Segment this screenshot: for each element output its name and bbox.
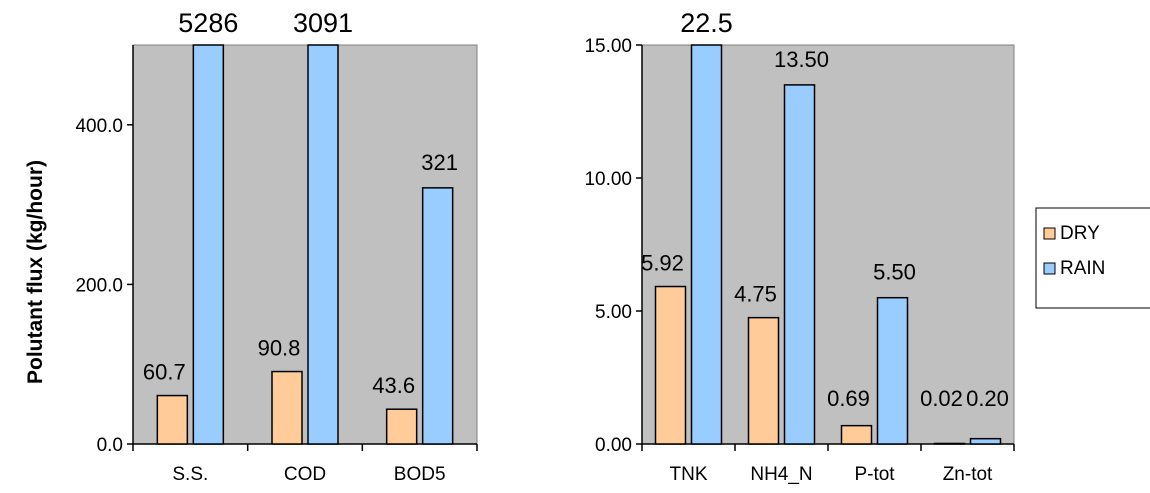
data-label: 60.7 [143,360,186,385]
x-tick-label: Zn-tot [943,464,993,485]
left-chart-panel: 0.0 200.0 400.0 S.S. 60.7 5286 COD 90.8 3091 BOD5… [75,8,478,485]
bar-dry [840,424,873,445]
data-label: 3091 [293,8,353,38]
bar-dry [747,316,780,445]
x-tick-label: TNK [670,464,708,485]
data-label: 5286 [178,8,238,38]
bar-dry [654,285,687,445]
data-label: 321 [421,150,458,175]
data-label: 90.8 [258,336,301,361]
data-label: 0.69 [827,386,870,411]
x-tick-label: NH4_N [750,464,812,485]
legend-box [1035,207,1150,309]
legend-swatch [1043,227,1056,240]
bar-rain [421,187,454,445]
bar-dry [933,442,966,445]
data-label: 43.6 [372,373,415,398]
data-label: 5.50 [873,260,916,285]
bar-rain [783,84,816,445]
bar-rain [192,44,225,445]
legend-entry: RAIN [1060,258,1105,279]
data-label: 0.02 [920,386,963,411]
legend-entry: DRY [1060,223,1100,244]
data-label: 22.5 [680,8,733,38]
y-tick-label: 15.00 [584,36,632,57]
bar-rain [876,296,909,445]
y-tick-label: 0.0 [97,435,123,456]
x-tick-label: S.S. [172,464,208,485]
data-label: 0.20 [966,386,1009,411]
y-tick-label: 0.00 [595,435,632,456]
bar-rain [307,44,339,445]
legend-swatch [1043,262,1056,275]
data-label: 4.75 [734,282,777,307]
bar-rain [690,44,723,445]
y-tick-label: 10.00 [584,169,632,190]
y-tick-label: 5.00 [595,302,632,323]
y-tick-label: 200.0 [75,275,123,296]
y-axis-title: Polutant flux (kg/hour) [24,160,47,384]
bar-rain [969,437,1002,445]
x-tick-label: COD [284,464,326,485]
data-label: 13.50 [774,47,829,72]
data-label: 5.92 [641,251,684,276]
plot-area [132,44,478,445]
y-tick-label: 400.0 [75,116,123,137]
x-tick-label: P-tot [854,464,895,485]
x-tick-label: BOD5 [394,464,446,485]
bar-dry [156,394,189,445]
legend: DRY RAIN [1035,207,1150,309]
bar-dry [385,408,418,445]
right-chart-panel: 0.00 5.00 10.00 15.00 TNK 5.92 22.5 NH4_N 4.75 13… [584,8,1015,485]
bar-dry [271,370,303,445]
